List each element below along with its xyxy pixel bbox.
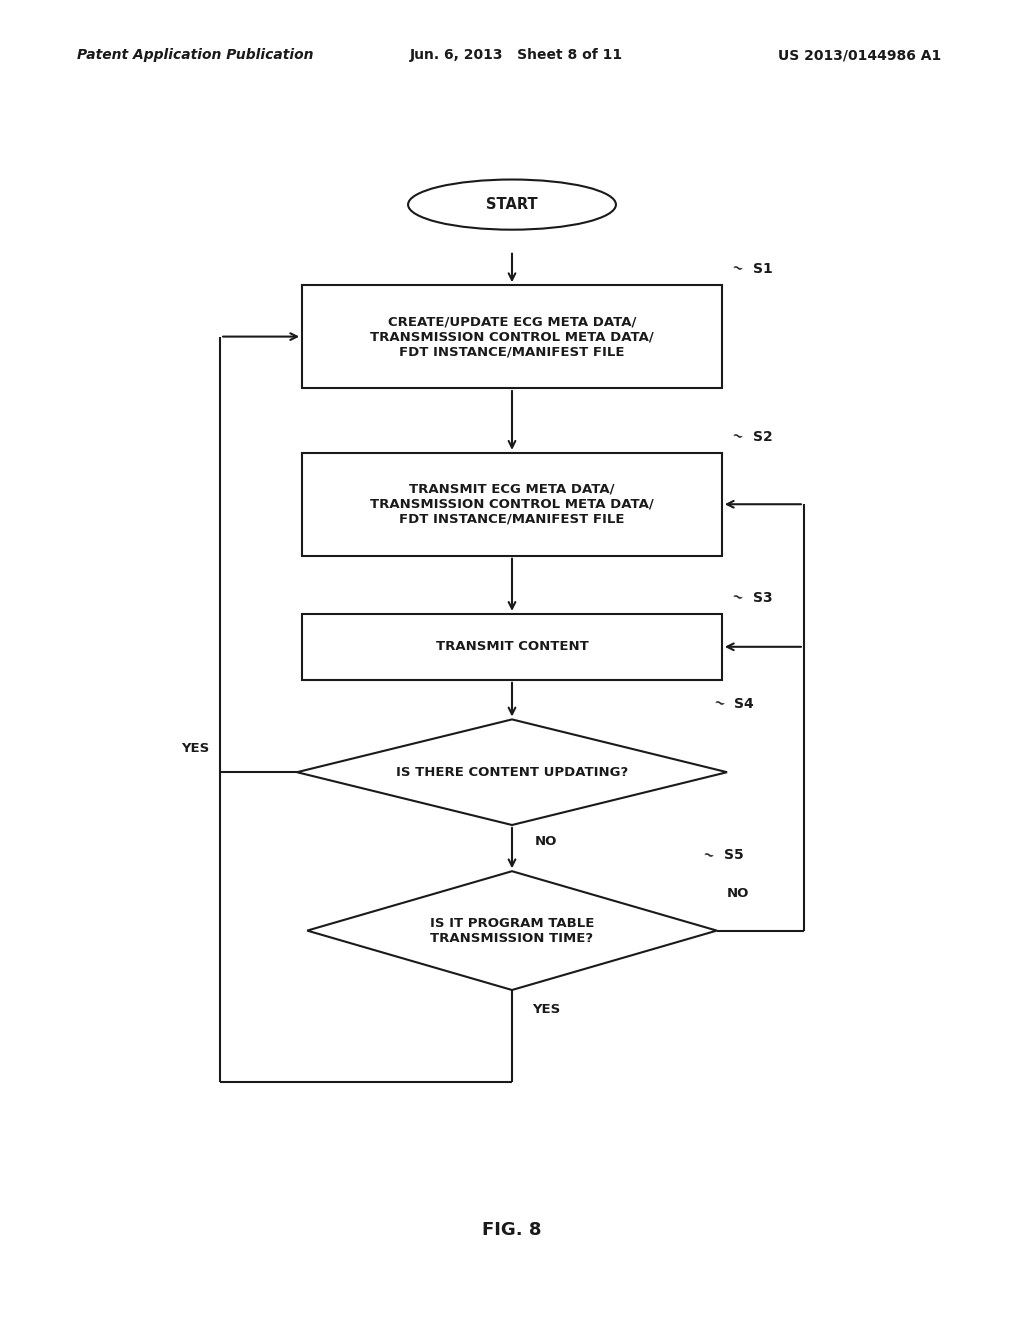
Text: YES: YES (181, 742, 210, 755)
Text: S5: S5 (724, 849, 743, 862)
Text: S3: S3 (753, 591, 772, 605)
Text: S1: S1 (753, 263, 772, 276)
Text: Patent Application Publication: Patent Application Publication (77, 49, 313, 62)
Text: YES: YES (532, 1003, 561, 1016)
Text: CREATE/UPDATE ECG META DATA/
TRANSMISSION CONTROL META DATA/
FDT INSTANCE/MANIFE: CREATE/UPDATE ECG META DATA/ TRANSMISSIO… (370, 315, 654, 358)
Text: ~: ~ (712, 696, 726, 711)
Text: START: START (486, 197, 538, 213)
Text: ~: ~ (730, 261, 744, 277)
Text: IS THERE CONTENT UPDATING?: IS THERE CONTENT UPDATING? (396, 766, 628, 779)
Text: NO: NO (535, 836, 557, 847)
Text: US 2013/0144986 A1: US 2013/0144986 A1 (778, 49, 941, 62)
Bar (302, 453, 722, 556)
Text: S2: S2 (753, 430, 772, 444)
Text: NO: NO (727, 887, 750, 900)
Ellipse shape (408, 180, 616, 230)
Bar (302, 614, 722, 680)
Text: ~: ~ (730, 429, 744, 445)
Text: IS IT PROGRAM TABLE
TRANSMISSION TIME?: IS IT PROGRAM TABLE TRANSMISSION TIME? (430, 916, 594, 945)
Bar (302, 285, 722, 388)
Text: FIG. 8: FIG. 8 (482, 1221, 542, 1239)
Text: TRANSMIT ECG META DATA/
TRANSMISSION CONTROL META DATA/
FDT INSTANCE/MANIFEST FI: TRANSMIT ECG META DATA/ TRANSMISSION CON… (370, 483, 654, 525)
Text: ~: ~ (730, 590, 744, 606)
Polygon shape (297, 719, 727, 825)
Polygon shape (307, 871, 717, 990)
Text: ~: ~ (701, 847, 716, 863)
Text: S4: S4 (734, 697, 754, 710)
Text: TRANSMIT CONTENT: TRANSMIT CONTENT (435, 640, 589, 653)
Text: Jun. 6, 2013   Sheet 8 of 11: Jun. 6, 2013 Sheet 8 of 11 (410, 49, 623, 62)
